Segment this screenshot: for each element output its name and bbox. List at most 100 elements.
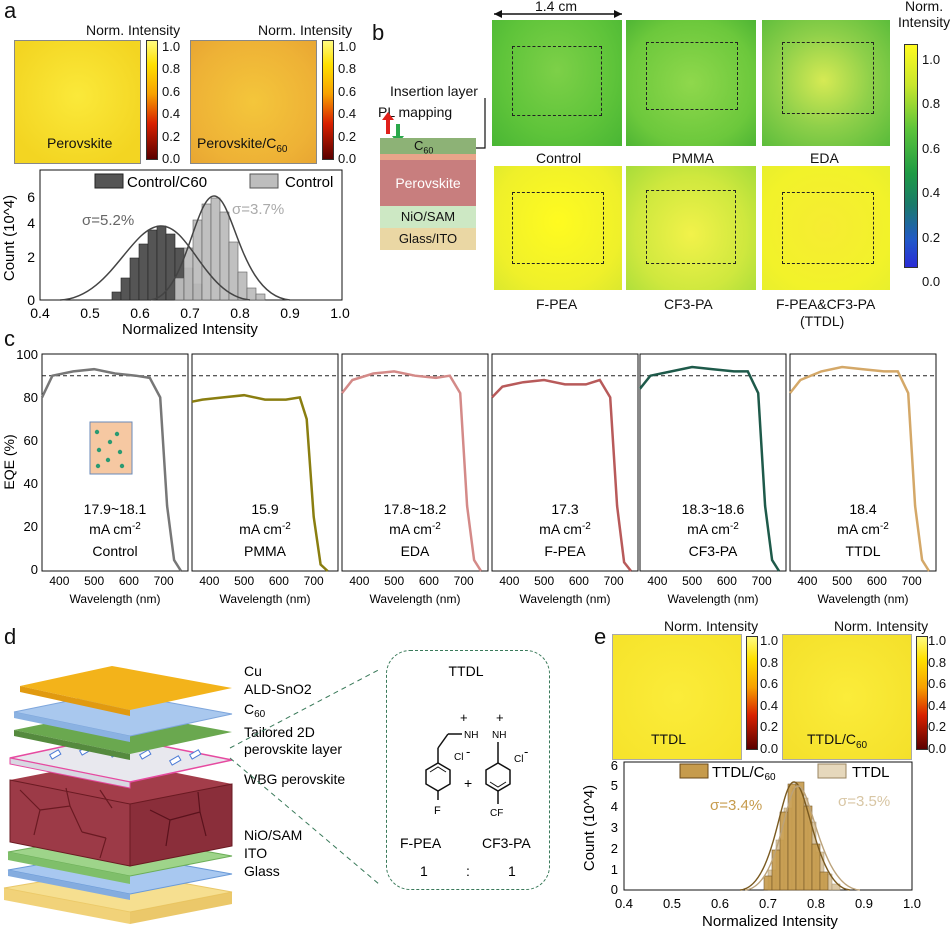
jsc-value: 17.8~18.2	[384, 501, 447, 517]
colorbar-title: Norm. Intensity	[898, 0, 951, 30]
scale-arrow	[494, 10, 622, 18]
pl-map-control	[492, 20, 622, 146]
norm-intensity-label: Norm. Intensity	[86, 22, 181, 38]
map-label-cf3pa: CF3-PA	[664, 296, 713, 312]
svg-text:+: +	[460, 710, 468, 725]
svg-text:4: 4	[611, 799, 618, 814]
x-axis-label: Wavelength (nm)	[370, 592, 461, 606]
ttdl-molecule-box	[386, 650, 550, 890]
jsc-value: 18.3~18.6	[682, 501, 745, 517]
x-tick: 500	[84, 574, 104, 588]
svg-text:20: 20	[24, 519, 38, 534]
svg-text:4: 4	[27, 215, 35, 231]
svg-text:ITO: ITO	[244, 845, 267, 861]
x-tick: 400	[199, 574, 219, 588]
pl-map-eda	[762, 20, 890, 146]
insertion-layer	[380, 154, 476, 160]
svg-text:TTDL: TTDL	[449, 663, 484, 679]
map-label-eda: EDA	[810, 150, 839, 166]
x-tick: 600	[119, 574, 139, 588]
svg-text:0: 0	[31, 562, 38, 577]
eqe-curve	[491, 378, 632, 572]
colorbar	[746, 636, 758, 750]
x-tick: 700	[304, 574, 324, 588]
glass-ito-layer: Glass/ITO	[380, 228, 476, 250]
svg-text:0.7: 0.7	[759, 896, 777, 911]
device-name: TTDL	[846, 543, 881, 559]
svg-text:60: 60	[24, 433, 38, 448]
pl-map-fpea	[494, 166, 622, 290]
svg-text:+: +	[464, 775, 472, 791]
norm-intensity-label: Norm. Intensity	[834, 618, 929, 634]
svg-text:5: 5	[611, 778, 618, 793]
svg-text:Control/C60: Control/C60	[127, 174, 207, 191]
x-axis-label: Wavelength (nm)	[818, 592, 909, 606]
svg-text:1: 1	[611, 862, 618, 877]
device-name: CF3-PA	[689, 543, 738, 559]
map-label-control: Control	[536, 150, 582, 166]
jsc-value: 17.3	[551, 501, 578, 517]
eqe-chart: EQE (%) 100 80 60 40 20 0 400 500 600 700 Wa…	[1, 347, 937, 606]
x-tick: 400	[647, 574, 667, 588]
jsc-unit: mA cm-2	[89, 521, 141, 537]
x-tick: 600	[569, 574, 589, 588]
c60-layer: C60	[380, 138, 476, 156]
colorbar-ticks: 1.0 0.8 0.6 0.4 0.2 0.0	[760, 633, 779, 756]
pl-map-perovskite-c60: Perovskite/C60	[190, 40, 317, 164]
svg-text:σ=3.4%: σ=3.4%	[710, 797, 762, 814]
svg-text:Count (10^4): Count (10^4)	[1, 195, 18, 281]
pl-map-ttdl-c60-e: TTDL/C60	[782, 634, 912, 760]
pl-map-cf3pa	[626, 166, 756, 290]
x-tick: 500	[832, 574, 852, 588]
svg-text:80: 80	[24, 390, 38, 405]
x-tick: 400	[797, 574, 817, 588]
jsc-value: 17.9~18.1	[84, 501, 147, 517]
svg-text:6: 6	[27, 189, 35, 205]
svg-text:0.5: 0.5	[663, 896, 681, 911]
x-tick: 600	[717, 574, 737, 588]
panel-label-b: b	[372, 20, 385, 45]
svg-text:C60: C60	[244, 701, 266, 720]
svg-text:0.6: 0.6	[130, 305, 150, 321]
svg-text:40: 40	[24, 476, 38, 491]
svg-text:6: 6	[611, 760, 618, 773]
colorbar-ticks: 1.0 0.8 0.6 0.4 0.2 0.0	[922, 52, 941, 290]
svg-text:WBG perovskite: WBG perovskite	[244, 771, 345, 787]
svg-text:0.8: 0.8	[230, 305, 250, 321]
svg-text:1.0: 1.0	[330, 305, 350, 321]
svg-text:F-PEA: F-PEA	[400, 835, 442, 851]
map-label-pmma: PMMA	[672, 150, 714, 166]
svg-text:NH: NH	[492, 730, 506, 741]
x-tick: 400	[499, 574, 519, 588]
svg-text:perovskite layer: perovskite layer	[244, 741, 342, 757]
panel-label-c: c	[4, 326, 15, 351]
colorbar-ticks: 1.0 0.8 0.6 0.4 0.2 0.0	[928, 633, 947, 756]
x-tick: 500	[534, 574, 554, 588]
svg-text:σ=3.5%: σ=3.5%	[838, 793, 890, 810]
svg-text:σ=3.7%: σ=3.7%	[232, 201, 284, 218]
svg-text:0: 0	[611, 882, 618, 897]
eqe-curve	[40, 367, 183, 572]
x-tick: 700	[902, 574, 922, 588]
map-label-fpea: F-PEA	[536, 296, 578, 312]
scale-label: 1.4 cm	[535, 0, 578, 14]
x-tick: 600	[419, 574, 439, 588]
svg-text:0.9: 0.9	[855, 896, 873, 911]
svg-text:TTDL: TTDL	[852, 764, 890, 781]
colorbar	[916, 636, 928, 750]
svg-text:Count (10^4): Count (10^4)	[581, 785, 598, 871]
svg-text:0.4: 0.4	[615, 896, 633, 911]
device-name: F-PEA	[544, 543, 586, 559]
svg-text:Normalized Intensity: Normalized Intensity	[702, 913, 838, 930]
eqe-panel	[191, 353, 339, 572]
histogram-a: Control/C60 Control σ=5.2% σ=3.7% 0.4 0.5…	[1, 169, 350, 338]
svg-text:-: -	[524, 744, 528, 759]
eqe-curve	[341, 370, 483, 572]
svg-text:NiO/SAM: NiO/SAM	[244, 827, 302, 843]
x-tick: 400	[49, 574, 69, 588]
svg-text:Control: Control	[285, 174, 333, 191]
svg-text:NH: NH	[464, 730, 478, 741]
jsc-unit: mA cm-2	[239, 521, 291, 537]
molecule-structures: TTDL F NH + Cl - + NH + Cl - CF F-PEA CF…	[400, 663, 531, 879]
svg-text:EQE (%): EQE (%)	[1, 434, 17, 489]
